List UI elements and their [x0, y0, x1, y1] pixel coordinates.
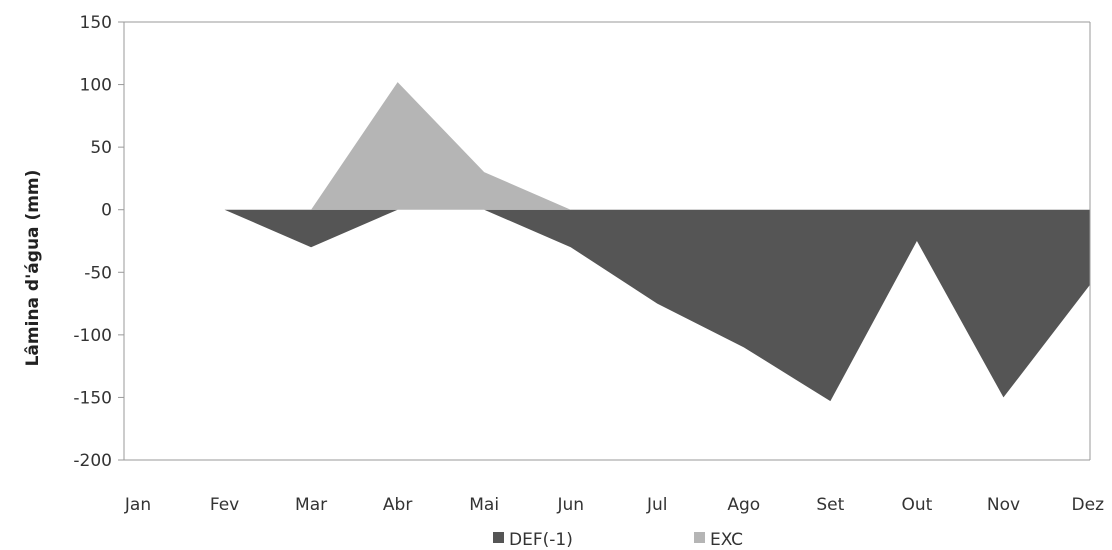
y-tick-label: 50 [90, 138, 112, 158]
x-tick-label: Nov [987, 495, 1020, 515]
y-tick-label: -200 [73, 451, 112, 471]
y-tick-label: -50 [84, 263, 112, 283]
y-axis-label: Lâmina d'água (mm) [23, 170, 43, 367]
x-tick-label: Abr [383, 495, 412, 515]
y-tick-label: 150 [80, 13, 112, 33]
x-tick-label: Jul [646, 495, 668, 515]
x-tick-label: Mar [295, 495, 327, 515]
y-tick-label: 0 [101, 201, 112, 221]
x-tick-labels: Jan Fev Mar Abr Mai Jun Jul Ago Set Out Nov Dez [124, 495, 1104, 515]
y-tick-labels: 150 100 50 0 -50 -100 -150 -200 [73, 13, 124, 471]
plot-area [138, 82, 1090, 402]
x-tick-label: Out [901, 495, 932, 515]
series-area-def-1 [138, 209, 1090, 402]
x-tick-label: Ago [727, 495, 760, 515]
x-tick-label: Jun [556, 495, 584, 515]
legend-swatch [493, 532, 504, 543]
x-tick-label: Set [816, 495, 844, 515]
x-tick-label: Jan [124, 495, 151, 515]
y-tick-label: -100 [73, 326, 112, 346]
x-tick-label: Dez [1072, 495, 1105, 515]
x-tick-label: Mai [469, 495, 499, 515]
legend-label: EXC [710, 530, 743, 550]
y-tick-label: -150 [73, 388, 112, 408]
legend-swatch [694, 532, 705, 543]
legend: DEF(-1) EXC [493, 530, 743, 550]
legend-label: DEF(-1) [509, 530, 573, 550]
series-area-exc [138, 82, 1090, 210]
x-tick-label: Fev [210, 495, 239, 515]
y-tick-label: 100 [80, 76, 112, 96]
axes: 150 100 50 0 -50 -100 -150 -200 Jan Fev Mar Abr Mai… [23, 13, 1104, 515]
